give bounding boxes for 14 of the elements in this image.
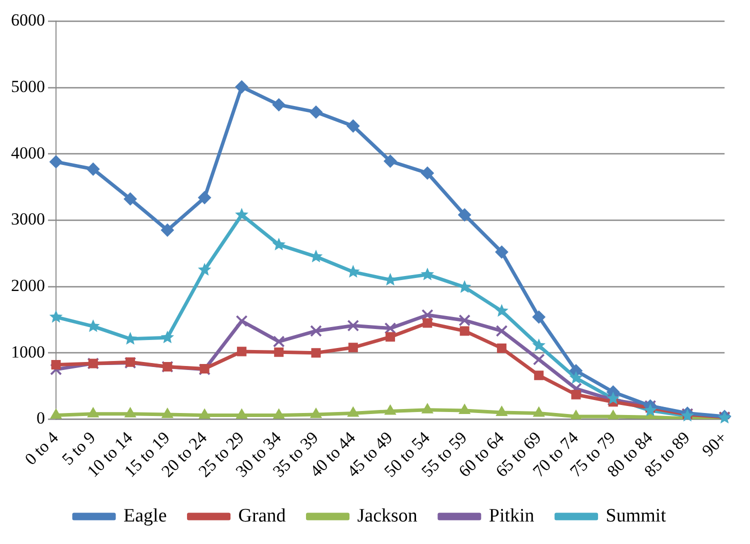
x-tick-label: 90+	[698, 428, 731, 460]
y-tick-label: 6000	[11, 10, 45, 30]
y-tick-label: 4000	[11, 143, 45, 162]
y-tick-label: 0	[36, 408, 45, 428]
legend-label: Eagle	[124, 505, 167, 526]
legend-label: Summit	[606, 505, 667, 526]
legend-label: Jackson	[357, 505, 418, 526]
y-tick-label: 2000	[11, 276, 45, 295]
y-tick-label: 1000	[11, 342, 45, 362]
legend-label: Grand	[238, 505, 286, 526]
y-tick-label: 5000	[11, 77, 45, 96]
x-tick-label: 0 to 4	[21, 428, 62, 469]
y-tick-label: 3000	[11, 210, 45, 229]
legend-label: Pitkin	[488, 505, 535, 526]
